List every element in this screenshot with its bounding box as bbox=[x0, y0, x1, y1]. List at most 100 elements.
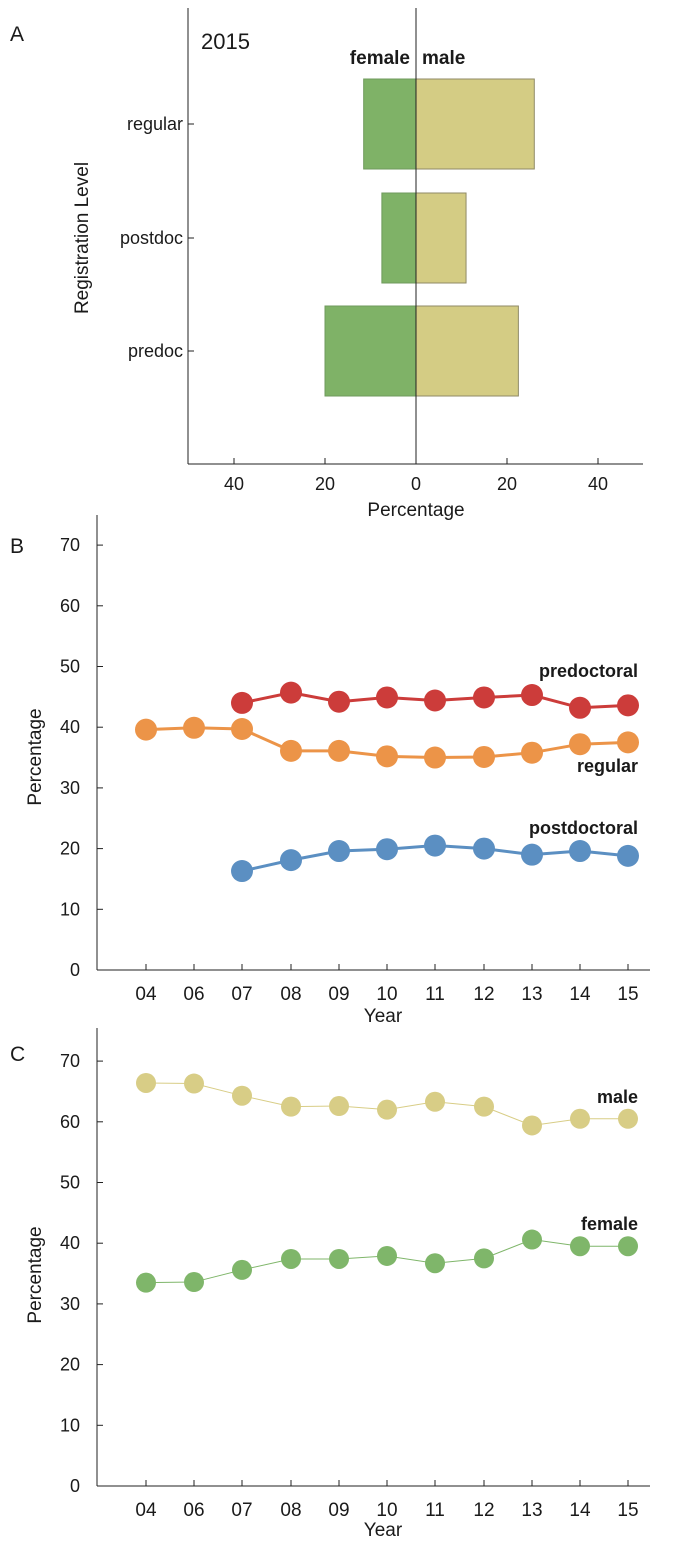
point-regular-12 bbox=[473, 745, 495, 768]
point-male-14 bbox=[570, 1108, 590, 1129]
series-postdoctoral: postdoctoral bbox=[231, 818, 639, 883]
point-male-10 bbox=[377, 1099, 397, 1120]
x-tick-label-0: 40 bbox=[224, 474, 244, 494]
chart-b-x-tick-label-14: 14 bbox=[569, 984, 591, 1005]
chart-c-y-tick-label-30: 30 bbox=[60, 1294, 80, 1314]
chart-a: regular postdoc predoc 40 20 0 20 40 2015 fema… bbox=[72, 8, 643, 521]
point-regular-10 bbox=[376, 745, 398, 768]
x-tick-label-1: 20 bbox=[315, 474, 335, 494]
point-regular-15 bbox=[617, 731, 639, 754]
point-male-08 bbox=[281, 1096, 301, 1117]
chart-c-y-axis-label: Percentage bbox=[25, 1226, 46, 1323]
label-male: male bbox=[597, 1087, 638, 1107]
point-female-15 bbox=[618, 1236, 638, 1257]
chart-c-y-tick-label-60: 60 bbox=[60, 1112, 80, 1132]
chart-b-y-tick-label-10: 10 bbox=[60, 899, 80, 919]
point-postdoctoral-09 bbox=[328, 840, 350, 863]
chart-c-x-tick-label-06: 06 bbox=[183, 1500, 204, 1521]
point-female-14 bbox=[570, 1236, 590, 1257]
chart-a-y-axis-label: Registration Level bbox=[72, 162, 93, 314]
point-female-12 bbox=[474, 1248, 494, 1269]
chart-c-y-tick-label-70: 70 bbox=[60, 1051, 80, 1071]
chart-b-y-axis-label: Percentage bbox=[25, 708, 46, 805]
point-regular-09 bbox=[328, 739, 350, 762]
chart-c-x-tick-label-11: 11 bbox=[425, 1500, 445, 1521]
chart-c-x-tick-label-08: 08 bbox=[280, 1500, 301, 1521]
chart-b-x-tick-label-11: 11 bbox=[425, 984, 445, 1005]
series-predoctoral: predoctoral bbox=[231, 661, 639, 719]
chart-b-x-tick-label-10: 10 bbox=[376, 984, 397, 1005]
chart-c-y-tick-label-10: 10 bbox=[60, 1415, 80, 1435]
chart-c-x-tick-label-14: 14 bbox=[569, 1500, 591, 1521]
chart-a-legend-female: female bbox=[350, 48, 410, 69]
chart-c-y-tick-label-50: 50 bbox=[60, 1173, 80, 1193]
label-predoctoral: predoctoral bbox=[539, 661, 638, 681]
point-postdoctoral-07 bbox=[231, 860, 253, 883]
chart-b-x-tick-label-06: 06 bbox=[183, 984, 204, 1005]
chart-b: 0 10 20 30 40 50 60 70 04 06 07 08 09 10 11 12 13 14 15 p… bbox=[25, 515, 650, 1027]
chart-a-annotation: 2015 bbox=[201, 29, 250, 54]
chart-b-y-tick-label-20: 20 bbox=[60, 839, 80, 859]
point-male-07 bbox=[232, 1085, 252, 1106]
point-postdoctoral-10 bbox=[376, 838, 398, 861]
point-regular-14 bbox=[569, 733, 591, 756]
series-regular: regular bbox=[135, 716, 639, 776]
point-postdoctoral-15 bbox=[617, 844, 639, 867]
point-male-04 bbox=[136, 1072, 156, 1093]
bar-regular-female bbox=[363, 78, 417, 170]
chart-b-y-tick-label-50: 50 bbox=[60, 657, 80, 677]
point-female-06 bbox=[184, 1272, 204, 1293]
y-tick-label-postdoc: postdoc bbox=[120, 228, 183, 248]
label-postdoctoral: postdoctoral bbox=[529, 818, 638, 838]
bar-regular-male bbox=[415, 78, 535, 170]
chart-b-x-tick-label-15: 15 bbox=[617, 984, 638, 1005]
chart-b-x-tick-label-07: 07 bbox=[231, 984, 252, 1005]
x-tick-label-4: 40 bbox=[588, 474, 608, 494]
point-predoctoral-09 bbox=[328, 690, 350, 713]
point-male-09 bbox=[329, 1096, 349, 1117]
bar-postdoc-male bbox=[415, 192, 467, 284]
chart-b-y-tick-label-70: 70 bbox=[60, 535, 80, 555]
chart-a-legend-male: male bbox=[422, 48, 465, 69]
chart-b-x-tick-label-04: 04 bbox=[135, 984, 157, 1005]
point-postdoctoral-13 bbox=[521, 843, 543, 866]
label-female: female bbox=[581, 1214, 638, 1234]
bar-postdoc-female bbox=[381, 192, 417, 284]
x-tick-label-2: 0 bbox=[411, 474, 421, 494]
point-male-13 bbox=[522, 1115, 542, 1136]
point-female-13 bbox=[522, 1229, 542, 1250]
label-regular: regular bbox=[577, 756, 638, 776]
point-male-12 bbox=[474, 1096, 494, 1117]
point-female-09 bbox=[329, 1248, 349, 1269]
bar-predoc-male bbox=[415, 305, 519, 397]
point-regular-13 bbox=[521, 741, 543, 764]
chart-c-x-tick-label-04: 04 bbox=[135, 1500, 157, 1521]
point-postdoctoral-11 bbox=[424, 834, 446, 857]
chart-c-y-tick-label-20: 20 bbox=[60, 1355, 80, 1375]
bar-predoc-female bbox=[324, 305, 417, 397]
point-regular-06 bbox=[183, 716, 205, 739]
series-male: male bbox=[136, 1072, 638, 1136]
y-tick-label-predoc: predoc bbox=[128, 341, 183, 361]
point-postdoctoral-12 bbox=[473, 837, 495, 860]
chart-a-x-axis-label: Percentage bbox=[367, 500, 464, 521]
chart-b-y-tick-label-60: 60 bbox=[60, 596, 80, 616]
point-predoctoral-07 bbox=[231, 691, 253, 714]
chart-c-x-tick-label-10: 10 bbox=[376, 1500, 397, 1521]
chart-b-y-tick-label-40: 40 bbox=[60, 717, 80, 737]
point-regular-07 bbox=[231, 718, 253, 741]
chart-b-y-tick-label-30: 30 bbox=[60, 778, 80, 798]
chart-b-x-tick-label-08: 08 bbox=[280, 984, 301, 1005]
chart-c-x-tick-label-13: 13 bbox=[521, 1500, 542, 1521]
chart-c-x-axis-label: Year bbox=[364, 1520, 403, 1541]
point-predoctoral-11 bbox=[424, 689, 446, 712]
chart-c-x-tick-label-12: 12 bbox=[473, 1500, 494, 1521]
panel-letter-c: C bbox=[10, 1043, 25, 1066]
point-postdoctoral-14 bbox=[569, 840, 591, 863]
chart-c-x-tick-label-07: 07 bbox=[231, 1500, 252, 1521]
chart-b-x-tick-label-13: 13 bbox=[521, 984, 542, 1005]
chart-c-x-tick-label-15: 15 bbox=[617, 1500, 638, 1521]
chart-b-x-axis-label: Year bbox=[364, 1006, 403, 1027]
chart-c-x-tick-label-09: 09 bbox=[328, 1500, 349, 1521]
